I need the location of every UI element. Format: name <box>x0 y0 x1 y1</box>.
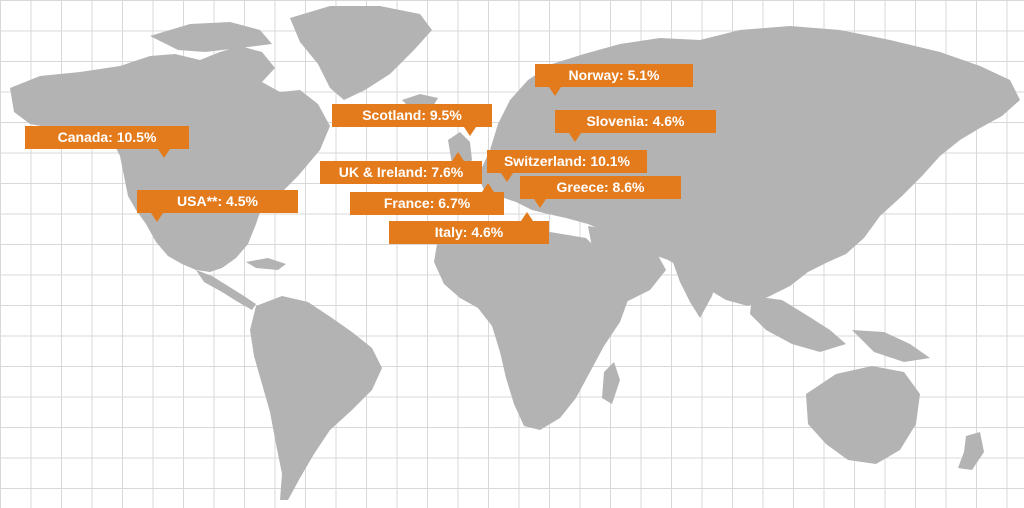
eurasia-landmass <box>478 26 1020 306</box>
southeast-asia-landmass <box>750 296 846 352</box>
callout-italy: Italy: 4.6% <box>389 212 549 244</box>
callout-label: Slovenia: 4.6% <box>586 113 685 129</box>
callout-canada: Canada: 10.5% <box>25 126 189 158</box>
callout-label: Switzerland: 10.1% <box>503 153 631 169</box>
callout-pointer <box>482 183 494 192</box>
callout-pointer <box>534 199 546 208</box>
callout-pointer <box>464 127 476 136</box>
callout-slovenia: Slovenia: 4.6% <box>555 110 716 142</box>
callout-label: Canada: 10.5% <box>57 129 157 145</box>
india-landmass <box>670 252 720 318</box>
callout-label: Norway: 5.1% <box>568 67 660 83</box>
callout-norway: Norway: 5.1% <box>535 64 693 96</box>
australia-landmass <box>806 366 920 464</box>
callout-pointer <box>151 213 163 222</box>
callout-uk-ireland: UK & Ireland: 7.6% <box>320 152 482 184</box>
callout-label: Italy: 4.6% <box>434 224 504 240</box>
callout-pointer <box>549 87 561 96</box>
caribbean-landmass <box>246 258 286 270</box>
arabia-landmass <box>588 226 666 302</box>
callout-switzerland: Switzerland: 10.1% <box>487 150 647 182</box>
callout-label: USA**: 4.5% <box>177 193 258 209</box>
callout-usa: USA**: 4.5% <box>137 190 298 222</box>
greenland-landmass <box>290 6 432 100</box>
callout-label: Scotland: 9.5% <box>362 107 462 123</box>
south-america-landmass <box>250 296 382 500</box>
callout-pointer <box>569 133 581 142</box>
madagascar-landmass <box>602 362 620 404</box>
callout-pointer <box>452 152 464 161</box>
callout-label: Greece: 8.6% <box>556 179 645 195</box>
new-guinea-landmass <box>852 330 930 362</box>
callout-label: France: 6.7% <box>383 195 471 211</box>
central-america-landmass <box>196 270 256 310</box>
callout-greece: Greece: 8.6% <box>520 176 681 208</box>
arctic-islands-landmass <box>150 22 272 52</box>
north-america-landmass <box>10 46 330 272</box>
callout-pointer <box>158 149 170 158</box>
callout-scotland: Scotland: 9.5% <box>332 104 492 136</box>
callout-pointer <box>521 212 533 221</box>
callout-label: UK & Ireland: 7.6% <box>338 164 464 180</box>
callout-pointer <box>501 173 513 182</box>
africa-landmass <box>434 226 628 430</box>
callout-france: France: 6.7% <box>350 183 504 215</box>
new-zealand-landmass <box>958 432 984 470</box>
japan-landmass <box>864 166 896 222</box>
